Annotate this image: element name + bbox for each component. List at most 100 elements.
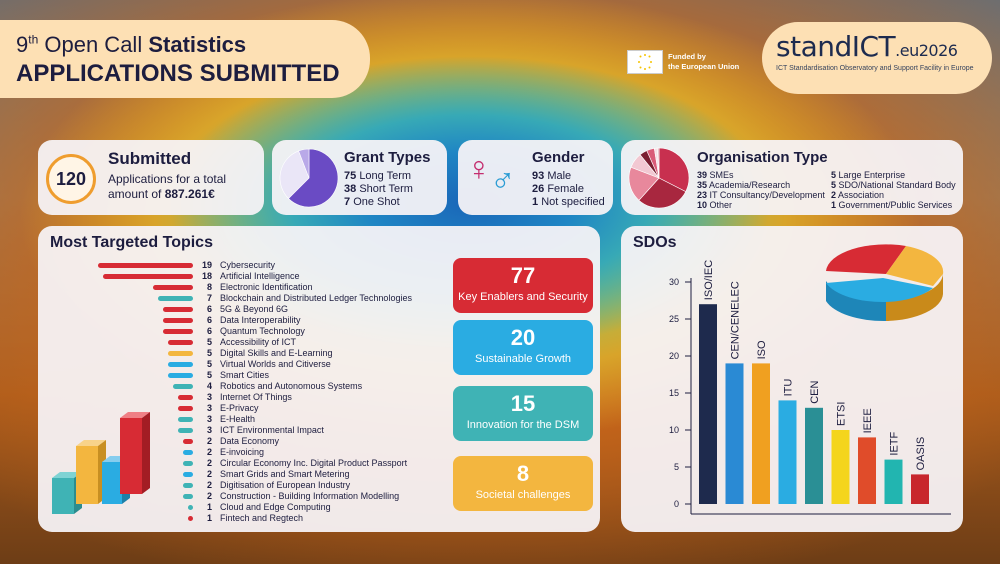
submitted-text: Applications for a total amount of 887.2…	[108, 172, 227, 201]
org-item: 5 SDO/National Standard Body	[831, 180, 956, 190]
topic-name: Data Economy	[220, 436, 280, 446]
sdo-bar	[911, 474, 929, 504]
topic-row: 4 Robotics and Autonomous Systems	[38, 381, 448, 392]
topic-row: 19 Cybersecurity	[38, 260, 448, 271]
topic-row: 3 ICT Environmental Impact	[38, 425, 448, 436]
topic-row: 6 Quantum Technology	[38, 326, 448, 337]
topic-count: 7	[206, 293, 212, 303]
topic-count: 3	[206, 414, 212, 424]
topic-name: Smart Grids and Smart Metering	[220, 469, 350, 479]
topic-name: Fintech and Regtech	[220, 513, 304, 523]
topic-name: Electronic Identification	[220, 282, 313, 292]
topic-bar	[158, 296, 193, 301]
brand-logo: standICT.eu2026 ICT Standardisation Obse…	[762, 22, 992, 94]
sdo-bar	[831, 430, 850, 504]
topic-count: 5	[206, 337, 212, 347]
sdo-bar	[725, 363, 744, 504]
topic-count: 5	[206, 370, 212, 380]
category-key-enablers: 77 Key Enablers and Security	[453, 258, 593, 313]
topic-count: 3	[206, 392, 212, 402]
topic-row: 3 E-Health	[38, 414, 448, 425]
topic-bar	[103, 274, 193, 279]
topic-bar	[163, 318, 193, 323]
grant-types-panel: Grant Types 75 Long Term 38 Short Term 7…	[272, 140, 447, 215]
y-tick-label: 25	[669, 314, 679, 324]
topic-row: 2 E-invoicing	[38, 447, 448, 458]
page-title: APPLICATIONS SUBMITTED	[16, 60, 340, 87]
sdo-bar-label: OASIS	[915, 437, 927, 471]
topic-bar	[183, 494, 193, 499]
y-tick-label: 0	[674, 499, 679, 509]
topic-count: 2	[206, 447, 212, 457]
pie-slice	[638, 177, 687, 209]
topic-name: Blockchain and Distributed Ledger Techno…	[220, 293, 412, 303]
sdo-bar	[858, 437, 876, 504]
org-item: 39 SMEs	[697, 170, 734, 180]
topic-count: 8	[206, 282, 212, 292]
title-line-1: 9th Open Call Statistics	[16, 32, 247, 57]
sdo-bar-label: IETF	[889, 431, 901, 455]
topic-bar	[173, 384, 193, 389]
pie-slice	[657, 147, 660, 179]
topic-bar	[188, 516, 193, 521]
pie-slice	[658, 147, 690, 193]
topic-row: 8 Electronic Identification	[38, 282, 448, 293]
topic-count: 2	[206, 491, 212, 501]
sdo-bar-label: ISO	[756, 340, 768, 359]
topic-count: 3	[206, 425, 212, 435]
bar-blocks-illustration	[52, 412, 150, 514]
topic-bar	[188, 505, 193, 510]
grant-types-list: 75 Long Term 38 Short Term 7 One Shot	[344, 170, 413, 209]
topic-row: 2 Digitisation of European Industry	[38, 480, 448, 491]
topic-row: 1 Fintech and Regtech	[38, 513, 448, 524]
category-label: Sustainable Growth	[475, 353, 571, 365]
topic-count: 1	[206, 513, 212, 523]
topic-count: 4	[206, 381, 212, 391]
grant-types-title: Grant Types	[344, 149, 431, 166]
topic-row: 3 E-Privacy	[38, 403, 448, 414]
sdo-bar	[778, 400, 797, 504]
sdo-panel: SDOs 0 5 10 15 20 25 30 ISO/IEC CEN/CENELEC ISO IT…	[621, 226, 963, 532]
topic-row: 6 5G & Beyond 6G	[38, 304, 448, 315]
topic-name: Virtual Worlds and Citiverse	[220, 359, 331, 369]
organisation-list-left: 39 SMEs 35 Academia/Research 23 IT Consu…	[697, 170, 825, 210]
y-tick-label: 15	[669, 388, 679, 398]
topic-count: 6	[206, 304, 212, 314]
gender-item: 1 Not specified	[532, 196, 605, 208]
organisation-list-right: 5 Large Enterprise 5 SDO/National Standa…	[831, 170, 956, 210]
funding-text: Funded by the European Union	[668, 52, 740, 71]
submitted-panel: 120 Submitted Applications for a total a…	[38, 140, 264, 215]
topic-row: 7 Blockchain and Distributed Ledger Techn…	[38, 293, 448, 304]
sdo-bar-label: CEN	[809, 381, 821, 404]
category-societal-challenges: 8 Societal challenges	[453, 456, 593, 511]
topic-count: 5	[206, 348, 212, 358]
topic-row: 18 Artificial Intelligence	[38, 271, 448, 282]
category-label: Key Enablers and Security	[458, 291, 588, 303]
topic-name: Digitisation of European Industry	[220, 480, 351, 490]
y-tick-label: 5	[674, 462, 679, 472]
topic-row: 6 Data Interoperability	[38, 315, 448, 326]
topic-count: 3	[206, 403, 212, 413]
topic-name: E-invoicing	[220, 447, 265, 457]
topic-row: 2 Construction - Building Information Mod…	[38, 491, 448, 502]
topic-bar	[168, 362, 193, 367]
topic-bar	[178, 406, 193, 411]
topic-row: 3 Internet Of Things	[38, 392, 448, 403]
topic-name: E-Health	[220, 414, 256, 424]
org-item: 23 IT Consultancy/Development	[697, 190, 825, 200]
topic-name: Construction - Building Information Mode…	[220, 491, 400, 501]
topic-bar	[98, 263, 193, 268]
pie-slice	[298, 148, 310, 179]
sdo-bar-label: ISO/IEC	[703, 260, 715, 300]
topic-name: Quantum Technology	[220, 326, 305, 336]
topic-row: 5 Accessibility of ICT	[38, 337, 448, 348]
topic-bar	[153, 285, 193, 290]
topic-row: 5 Smart Cities	[38, 370, 448, 381]
brand-subtitle: ICT Standardisation Observatory and Supp…	[776, 65, 974, 72]
org-item: 2 Association	[831, 190, 885, 200]
topic-count: 2	[206, 458, 212, 468]
topic-bar	[183, 461, 193, 466]
grant-item: 75 Long Term	[344, 170, 412, 182]
topic-count: 1	[206, 502, 212, 512]
org-item: 35 Academia/Research	[697, 180, 791, 190]
